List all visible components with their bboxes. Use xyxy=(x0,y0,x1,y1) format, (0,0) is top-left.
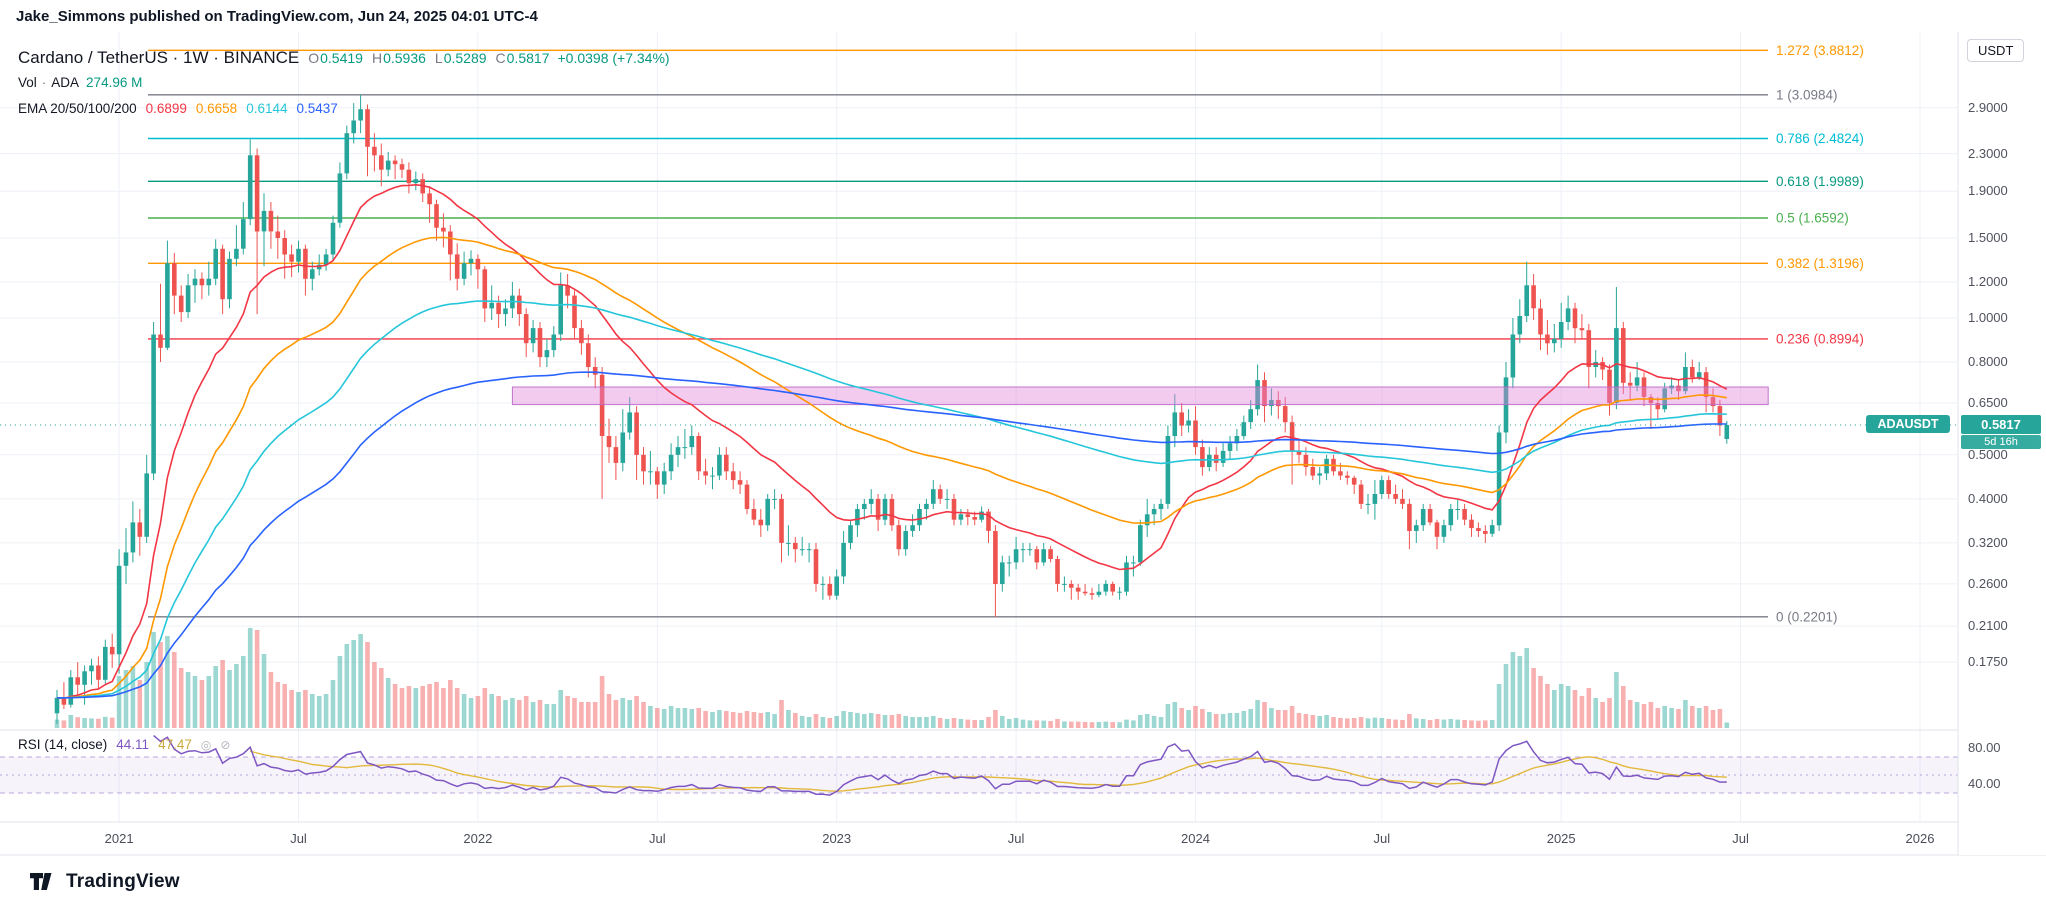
price-tick-label: 0.6500 xyxy=(1968,395,2008,411)
fib-retracement-drawing[interactable]: 1.272 (3.8812) 1 (3.0984) 0.786 (2.4824) 0.… xyxy=(148,43,1864,625)
rsi-ma-line[interactable] xyxy=(250,750,1727,792)
last-price-tag[interactable]: 0.5817 5d 16h xyxy=(1961,414,2041,449)
rsi-legend[interactable]: RSI (14, close) 44.11 47.47 ◎ ⊘ xyxy=(18,737,230,752)
rsi-value: 44.11 xyxy=(116,737,150,752)
high-value: 0.5936 xyxy=(383,50,426,66)
volume-separator: · xyxy=(41,75,47,90)
close-label: C xyxy=(495,50,506,66)
close-value: 0.5817 xyxy=(506,50,550,66)
svg-text:0.786 (2.4824): 0.786 (2.4824) xyxy=(1776,131,1864,146)
price-tick-label: 1.5000 xyxy=(1968,229,2008,245)
ema-200-line[interactable] xyxy=(56,371,1727,699)
last-price-value: 0.5817 xyxy=(1961,414,2041,434)
symbol-price-badge[interactable]: ADAUSDT xyxy=(1866,414,1950,433)
ema-100-line[interactable] xyxy=(56,300,1727,699)
price-tick-label: 0.2100 xyxy=(1968,618,2008,634)
ema-50-line[interactable] xyxy=(56,236,1727,699)
price-tick-label: 1.0000 xyxy=(1968,310,2008,325)
ema20-value: 0.6899 xyxy=(145,101,187,116)
change-value: +0.0398 (+7.34%) xyxy=(557,50,670,66)
low-label: L xyxy=(434,50,443,66)
ema100-value: 0.6144 xyxy=(246,101,288,116)
svg-text:1 (3.0984): 1 (3.0984) xyxy=(1776,87,1838,102)
attribution-text: Jake_Simmons published on TradingView.co… xyxy=(16,7,538,25)
time-tick-label: Jul xyxy=(648,831,666,846)
svg-text:0.236 (0.8994): 0.236 (0.8994) xyxy=(1776,331,1864,346)
ema-legend[interactable]: EMA 20/50/100/200 0.6899 0.6658 0.6144 0… xyxy=(18,101,338,116)
open-label: O xyxy=(308,50,320,66)
ema200-value: 0.5437 xyxy=(296,101,338,116)
price-tick-label: 1.9000 xyxy=(1968,183,2008,199)
currency-box[interactable]: USDT xyxy=(1967,39,2025,62)
price-tick-label: 0.4000 xyxy=(1968,490,2008,506)
price-tick-label: 0.3200 xyxy=(1968,534,2008,550)
low-value: 0.5289 xyxy=(443,50,487,66)
time-tick-label: 2026 xyxy=(1905,831,1935,846)
rsi-eye-icon[interactable]: ◎ xyxy=(200,738,212,752)
svg-text:0 (0.2201): 0 (0.2201) xyxy=(1776,609,1838,624)
time-tick-label: Jul xyxy=(1373,831,1391,846)
pane-separators xyxy=(0,32,2046,856)
svg-text:0.618 (1.9989): 0.618 (1.9989) xyxy=(1776,174,1864,189)
rsi-ma-value: 47.47 xyxy=(158,737,192,752)
time-tick-label: 2025 xyxy=(1546,831,1576,846)
rsi-tick-label: 40.00 xyxy=(1968,776,2001,791)
ema-20-line[interactable] xyxy=(56,183,1728,700)
time-tick-label: Jul xyxy=(1007,831,1025,846)
ema50-value: 0.6658 xyxy=(195,101,238,116)
time-tick-label: Jul xyxy=(290,831,307,846)
volume-bars xyxy=(54,628,1730,728)
svg-text:0.5 (1.6592): 0.5 (1.6592) xyxy=(1776,211,1849,226)
symbol-legend[interactable]: Cardano / TetherUS · 1W · BINANCE O 0.541… xyxy=(18,48,670,68)
price-tick-label: 2.9000 xyxy=(1968,99,2008,115)
rsi-label: RSI (14, close) xyxy=(18,737,108,752)
time-tick-label: 2023 xyxy=(822,831,852,846)
time-tick-label: 2022 xyxy=(463,831,493,846)
open-value: 0.5419 xyxy=(320,50,363,66)
candles xyxy=(54,94,1730,724)
price-tick-label: 0.8000 xyxy=(1968,354,2008,370)
bar-countdown: 5d 16h xyxy=(1961,434,2041,449)
price-tick-label: 1.2000 xyxy=(1968,274,2008,289)
time-tick-label: 2024 xyxy=(1181,831,1210,846)
svg-text:1.272 (3.8812): 1.272 (3.8812) xyxy=(1776,43,1864,58)
price-tick-label: 0.1750 xyxy=(1968,654,2008,670)
price-tick-label: 0.2600 xyxy=(1968,575,2008,591)
high-label: H xyxy=(371,50,383,66)
tradingview-brand-text[interactable]: TradingView xyxy=(66,870,180,892)
rsi-line[interactable] xyxy=(153,735,1727,796)
svg-text:0.382 (1.3196): 0.382 (1.3196) xyxy=(1776,256,1864,271)
volume-label: Vol xyxy=(18,75,37,90)
price-tick-label: 2.3000 xyxy=(1968,145,2008,161)
ema-label: EMA 20/50/100/200 xyxy=(18,101,137,116)
rsi-more-icon[interactable]: ⊘ xyxy=(220,738,231,752)
support-zone-drawing[interactable] xyxy=(511,386,1769,406)
time-tick-label: 2021 xyxy=(104,831,134,846)
symbol-title: Cardano / TetherUS · 1W · BINANCE xyxy=(18,48,300,67)
volume-legend[interactable]: Vol · ADA 274.96 M xyxy=(18,75,142,90)
tradingview-logo-icon[interactable] xyxy=(30,873,56,890)
footer-bar: TradingView xyxy=(0,856,2046,907)
rsi-tick-label: 80.00 xyxy=(1968,740,2001,755)
volume-value: 274.96 M xyxy=(86,75,143,90)
attribution-bar: Jake_Simmons published on TradingView.co… xyxy=(0,0,2046,32)
volume-symbol: ADA xyxy=(51,75,80,90)
time-axis[interactable]: 2021 Jul 2022 Jul 2023 Jul 2024 Jul 2025 Jul 2026 xyxy=(0,823,1958,855)
price-tick-label: 0.5000 xyxy=(1968,446,2008,462)
price-axis[interactable]: USDT 0.5817 5d 16h 2.9000 2.3000 1.9000 1.5… xyxy=(1959,32,2046,855)
time-tick-label: Jul xyxy=(1732,831,1749,846)
